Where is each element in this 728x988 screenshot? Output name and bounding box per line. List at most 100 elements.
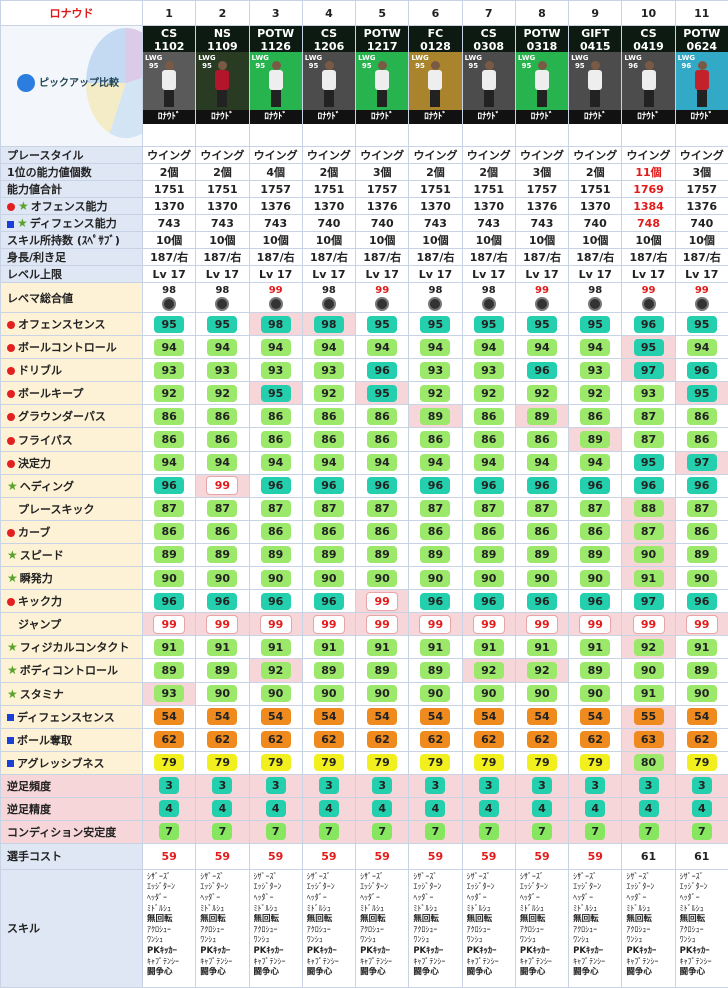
pickup-compare-button[interactable]: ピックアップ比較 xyxy=(17,74,119,92)
stat-value: 99 xyxy=(196,613,249,636)
stat-value: 89 xyxy=(249,543,302,566)
stat-value: 95 xyxy=(569,313,622,336)
stat-value: 90 xyxy=(622,543,675,566)
stat-label: ボールコントロール xyxy=(1,336,143,359)
stat-value: 54 xyxy=(196,705,249,728)
column-number: 3 xyxy=(249,1,302,26)
info-value: 740 xyxy=(675,215,728,232)
stat-badge: 80 xyxy=(634,754,664,771)
info-value: 1769 xyxy=(622,181,675,198)
skill-item: ｴｯｼﾞﾀｰﾝ xyxy=(573,882,621,893)
stat-badge: 89 xyxy=(580,662,610,679)
player-figure xyxy=(480,61,498,107)
stat-value: 87 xyxy=(143,497,196,520)
stat-badge: 89 xyxy=(687,546,717,563)
skill-item: ｱｸﾛｼｭｰ xyxy=(413,925,461,936)
stat-badge: 86 xyxy=(154,431,184,448)
info-value: 10個 xyxy=(569,232,622,249)
stat-badge: 86 xyxy=(687,431,717,448)
stat-value: 90 xyxy=(356,682,409,705)
offense-dot-icon xyxy=(7,321,15,329)
stat-badge: 90 xyxy=(580,685,610,702)
stat-value: 89 xyxy=(569,659,622,682)
stat-label: ジャンプ xyxy=(1,613,143,636)
skill-item: ﾍｯﾀﾞｰ xyxy=(307,893,355,904)
skill-item: ﾐﾄﾞﾙｼｭ xyxy=(200,904,248,915)
stat-value: 94 xyxy=(249,451,302,474)
offense-dot-icon xyxy=(7,598,15,606)
stat-value: 94 xyxy=(462,451,515,474)
stat-value: 89 xyxy=(356,659,409,682)
stat-value: 96 xyxy=(143,474,196,497)
stat-value: 87 xyxy=(622,428,675,451)
stat-value: 79 xyxy=(462,751,515,774)
stat-value: 95 xyxy=(622,336,675,359)
stat-badge: 99 xyxy=(313,615,345,634)
stat-label: ボールキープ xyxy=(1,382,143,405)
skill-item: 闘争心 xyxy=(413,967,461,978)
stat-badge: 99 xyxy=(419,615,451,634)
skill-item: ｷｬﾌﾟﾃﾝｼｰ xyxy=(467,957,515,968)
foot-value: 7 xyxy=(409,820,462,843)
info-value: 187/右 xyxy=(302,249,355,266)
skill-item: ﾍｯﾀﾞｰ xyxy=(413,893,461,904)
stat-value: 95 xyxy=(409,313,462,336)
cost-value: 59 xyxy=(302,843,355,869)
skill-item: 無回転 xyxy=(254,914,302,925)
skill-item: ｴｯｼﾞﾀｰﾝ xyxy=(147,882,195,893)
info-value: 740 xyxy=(569,215,622,232)
skill-item: ｷｬﾌﾟﾃﾝｼｰ xyxy=(413,957,461,968)
stat-value: 96 xyxy=(249,590,302,613)
stat-badge: 86 xyxy=(580,408,610,425)
pickup-compare[interactable]: ピックアップ比較 xyxy=(1,26,142,146)
stat-value: 86 xyxy=(249,428,302,451)
foot-value: 4 xyxy=(196,797,249,820)
stat-value: 90 xyxy=(302,567,355,590)
stat-badge: 94 xyxy=(207,454,237,471)
card-name: ﾛﾅｳﾄﾞ xyxy=(356,110,408,124)
stat-value: 87 xyxy=(569,497,622,520)
star-icon: ★ xyxy=(17,216,28,230)
skill-item: 闘争心 xyxy=(200,967,248,978)
info-label: 身長/利き足 xyxy=(1,249,143,266)
stat-badge: 86 xyxy=(527,431,557,448)
foot-value: 3 xyxy=(409,774,462,797)
skill-item: ｴｯｼﾞﾀｰﾝ xyxy=(413,882,461,893)
info-value: 10個 xyxy=(249,232,302,249)
skill-item: ｴｯｼﾞﾀｰﾝ xyxy=(467,882,515,893)
stat-value: 90 xyxy=(196,682,249,705)
stat-badge: 62 xyxy=(367,731,397,748)
info-value: Lv 17 xyxy=(356,266,409,283)
info-label: 1位の能力値個数 xyxy=(1,164,143,181)
stat-badge: 86 xyxy=(367,431,397,448)
column-number: 1 xyxy=(143,1,196,26)
info-value: ウイング xyxy=(515,147,568,164)
stat-value: 90 xyxy=(356,567,409,590)
skill-item: 闘争心 xyxy=(254,967,302,978)
foot-badge: 7 xyxy=(692,823,712,840)
stat-badge: 93 xyxy=(154,362,184,379)
stat-badge: 86 xyxy=(687,408,717,425)
skill-item: ﾐﾄﾞﾙｼｭ xyxy=(467,904,515,915)
stat-value: 96 xyxy=(675,474,728,497)
stat-badge: 94 xyxy=(580,454,610,471)
stat-badge: 62 xyxy=(420,731,450,748)
stat-value: 90 xyxy=(515,567,568,590)
